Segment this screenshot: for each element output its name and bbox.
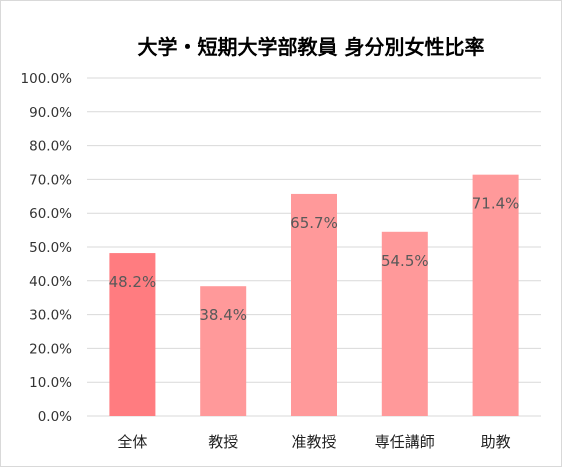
bar <box>472 174 519 416</box>
y-tick-label: 20.0% <box>29 341 72 357</box>
y-tick-label: 80.0% <box>29 139 72 155</box>
data-label: 48.2% <box>109 273 157 291</box>
x-tick-label: 教授 <box>208 433 238 451</box>
x-tick-label: 専任講師 <box>375 433 435 451</box>
y-tick-label: 60.0% <box>29 206 72 222</box>
y-tick-label: 100.0% <box>21 71 73 87</box>
bar <box>291 193 337 416</box>
y-tick-label: 50.0% <box>29 240 72 256</box>
x-tick-label: 助教 <box>481 433 511 451</box>
y-tick-label: 10.0% <box>29 375 72 391</box>
chart-title: 大学・短期大学部教員 身分別女性比率 <box>137 35 485 59</box>
data-label: 71.4% <box>472 195 520 213</box>
data-label: 38.4% <box>199 306 247 324</box>
y-tick-label: 40.0% <box>29 274 72 290</box>
y-tick-label: 90.0% <box>29 105 72 121</box>
x-tick-label: 全体 <box>117 433 147 451</box>
y-tick-label: 70.0% <box>29 172 72 188</box>
y-tick-label: 0.0% <box>38 409 72 425</box>
data-label: 65.7% <box>290 214 338 232</box>
bar <box>381 231 428 416</box>
data-label: 54.5% <box>381 252 429 270</box>
bar <box>200 286 247 416</box>
y-tick-label: 30.0% <box>29 308 72 324</box>
bar <box>109 253 156 416</box>
x-tick-label: 准教授 <box>291 433 336 451</box>
